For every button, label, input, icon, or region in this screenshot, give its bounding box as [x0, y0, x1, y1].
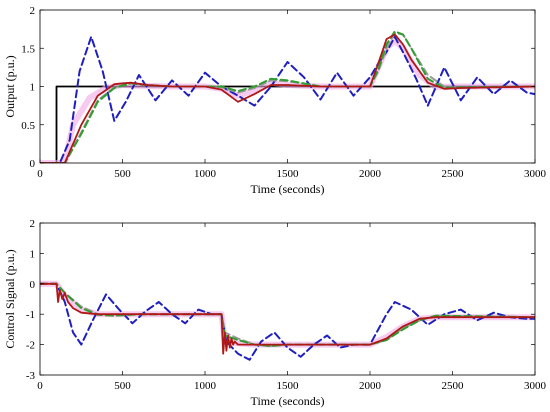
x-tick-label: 0: [37, 380, 43, 392]
series-line-2: [40, 282, 535, 348]
x-tick-label: 1000: [194, 168, 217, 180]
x-tick-label: 2000: [359, 380, 382, 392]
series-line-3: [40, 282, 535, 348]
x-axis-label: Time (seconds): [251, 394, 325, 408]
series-line-2: [40, 35, 535, 163]
y-tick-label: 2: [30, 5, 36, 17]
y-tick-label: -3: [26, 370, 36, 382]
x-tick-label: 1500: [277, 380, 300, 392]
x-tick-label: 3000: [524, 168, 547, 180]
series-group: [40, 30, 535, 163]
x-tick-label: 1500: [277, 168, 300, 180]
y-tick-label: 1: [30, 248, 36, 260]
series-group: [40, 280, 535, 361]
series-line-3: [40, 32, 535, 163]
series-line-1: [40, 282, 535, 361]
y-tick-label: 1: [30, 82, 36, 94]
y-axis-label: Output (p.u.): [3, 55, 17, 117]
series-line-5: [40, 33, 535, 163]
series-line-0: [40, 85, 535, 163]
axes-frame: [39, 222, 536, 376]
x-tick-label: 500: [114, 380, 131, 392]
y-tick-label: -1: [26, 309, 35, 321]
y-tick-label: 0: [30, 158, 36, 170]
x-tick-label: 500: [114, 168, 131, 180]
x-tick-label: 2500: [442, 380, 465, 392]
y-tick-label: 0.5: [21, 120, 35, 132]
x-tick-label: 0: [37, 168, 43, 180]
output-panel: 0 500 1000 1500 2000 2500 3000 0 0.5 1 1.5 2 Time (s…: [3, 5, 547, 196]
x-tick-label: 2000: [359, 168, 382, 180]
x-tick-label: 3000: [524, 380, 547, 392]
series-line-1: [40, 37, 535, 163]
y-tick-label: -2: [26, 340, 35, 352]
y-axis-label: Control Signal (p.u.): [3, 249, 17, 348]
y-tick-label: 1.5: [21, 43, 35, 55]
series-line-4: [40, 282, 535, 355]
y-tick-label: 0: [30, 279, 36, 291]
x-tick-label: 1000: [194, 380, 217, 392]
x-axis-label: Time (seconds): [251, 182, 325, 196]
y-tick-label: 2: [30, 218, 36, 230]
control-signal-panel: 0 500 1000 1500 2000 2500 3000 -3 -2 -1 0 1 2 Time (s…: [3, 218, 547, 408]
x-tick-label: 2500: [442, 168, 465, 180]
series-line-4: [40, 30, 535, 163]
